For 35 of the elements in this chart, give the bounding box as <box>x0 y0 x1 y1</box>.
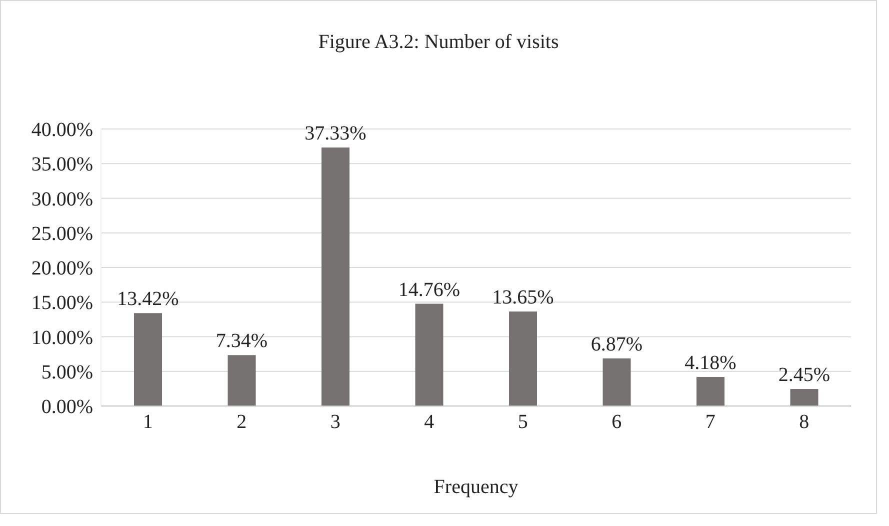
data-label: 14.76% <box>398 278 460 301</box>
bar <box>602 358 631 406</box>
data-label: 13.65% <box>492 286 554 308</box>
x-tick-label: 1 <box>142 411 153 434</box>
y-tick-label: 40.00% <box>31 119 93 142</box>
data-label: 4.18% <box>684 352 736 374</box>
y-tick-label: 0.00% <box>41 396 93 418</box>
bar <box>228 355 256 406</box>
y-tick-label: 10.00% <box>31 326 93 349</box>
y-tick-label: 5.00% <box>41 361 93 384</box>
data-label: 2.45% <box>778 364 830 386</box>
x-tick-label: 5 <box>518 411 528 434</box>
chart-title: Figure A3.2: Number of visits <box>317 31 560 54</box>
x-tick-label: 6 <box>612 411 622 434</box>
data-label: 6.87% <box>590 333 643 356</box>
x-tick-label: 2 <box>236 411 247 434</box>
bar <box>509 311 537 406</box>
bar <box>134 313 162 406</box>
data-label: 37.33% <box>304 122 366 144</box>
x-tick-label: 7 <box>705 411 716 434</box>
y-tick-label: 25.00% <box>31 222 93 245</box>
x-tick-label: 4 <box>424 411 434 434</box>
data-label: 13.42% <box>117 288 179 310</box>
y-tick-label: 35.00% <box>31 154 93 176</box>
bar <box>322 147 350 406</box>
y-tick-label: 20.00% <box>31 258 93 280</box>
x-axis-title: Frequency <box>432 476 520 499</box>
y-tick-label: 15.00% <box>31 292 93 314</box>
x-tick-label: 3 <box>330 411 340 434</box>
y-tick-label: 30.00% <box>31 188 93 210</box>
data-label: 7.34% <box>216 330 268 352</box>
bar <box>696 377 724 406</box>
bar <box>790 389 818 406</box>
bar <box>415 304 444 406</box>
x-tick-label: 8 <box>799 411 810 434</box>
